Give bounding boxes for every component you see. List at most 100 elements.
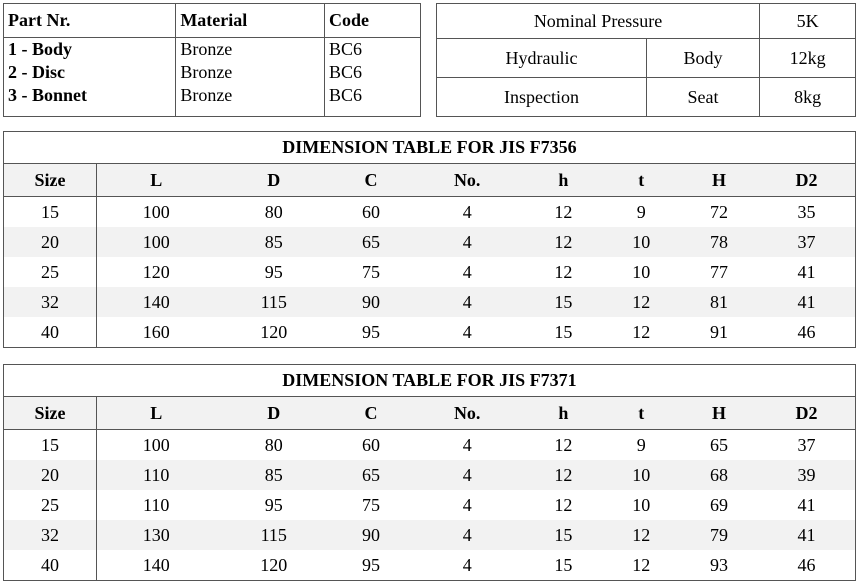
cell: 37 [757, 227, 856, 257]
header-row: Size L D C No. h t H D2 [3, 163, 856, 197]
cell: 110 [96, 460, 216, 490]
cell: 15 [554, 554, 573, 575]
row: 32 130 115 90 4 15 12 79 41 [3, 520, 856, 550]
cell: 12 [524, 460, 603, 490]
cell: 4 [409, 287, 525, 317]
cell: 20 [3, 460, 97, 490]
cell: 75 [362, 494, 381, 515]
header-cell: Size [3, 163, 97, 197]
cell: 93 [710, 554, 728, 575]
row: 32 140 115 90 4 15 12 81 41 [3, 287, 856, 317]
cell: 95 [264, 261, 283, 282]
cell: 100 [142, 201, 170, 222]
header-cell: D [215, 163, 333, 197]
cell: 79 [680, 520, 758, 550]
cell: 65 [332, 460, 410, 490]
cell: 25 [3, 257, 97, 287]
cell: 41 [757, 520, 856, 550]
part: 2 - Disc [8, 62, 65, 82]
cell: 12 [554, 201, 573, 222]
cell: 65 [332, 227, 410, 257]
cell: 77 [710, 261, 728, 282]
code: BC6 [329, 62, 363, 82]
cell: 80 [264, 201, 283, 222]
code: BC6 [329, 85, 363, 105]
cell: 41 [757, 287, 856, 317]
cell: 9 [636, 201, 646, 222]
cell: 4 [409, 520, 525, 550]
cell: 10 [602, 227, 681, 257]
cell: 65 [710, 434, 728, 455]
header-cell: C [332, 163, 410, 197]
cell: 60 [362, 434, 381, 455]
cell: 120 [260, 321, 288, 342]
cell: Body [645, 38, 761, 78]
cell: 12kg [759, 38, 856, 78]
header-row: Size L D C No. h t H D2 [3, 396, 856, 430]
row: 20 110 85 65 4 12 10 68 39 [3, 460, 856, 490]
header-cell: t [602, 396, 681, 430]
cell: 39 [757, 460, 856, 490]
row: 25 110 95 75 4 12 10 69 41 [3, 490, 856, 520]
row: 40 160 120 95 4 15 12 91 46 [3, 317, 856, 348]
cell: 4 [462, 494, 472, 515]
cell: 78 [680, 227, 758, 257]
header-cell: h [524, 163, 603, 197]
cell: 12 [554, 261, 573, 282]
cell: 81 [680, 287, 758, 317]
cell: 32 [3, 520, 97, 550]
cell: 15 [3, 196, 97, 227]
row: 40 140 120 95 4 15 12 93 46 [3, 550, 856, 581]
cell: 46 [797, 321, 816, 342]
cell: 35 [797, 201, 816, 222]
cell: 15 [554, 321, 573, 342]
cell: 68 [680, 460, 758, 490]
dimension-table: DIMENSION TABLE FOR JIS F7356 Size L D C No. h… [3, 131, 856, 348]
header-cell: Code [324, 3, 421, 38]
cell: Hydraulic [436, 38, 647, 78]
material: Bronze [180, 85, 233, 105]
material: Bronze [180, 62, 233, 82]
header-cell: L [96, 163, 216, 197]
cell: 85 [215, 227, 333, 257]
cell: 120 [142, 261, 170, 282]
header-cell: h [524, 396, 603, 430]
header-cell: Material [175, 3, 326, 38]
header-cell: H [680, 163, 758, 197]
header-cell: t [602, 163, 681, 197]
table-title: DIMENSION TABLE FOR JIS F7371 [3, 364, 856, 397]
cell: 25 [3, 490, 97, 520]
cell: 15 [524, 287, 603, 317]
cell: 72 [710, 201, 728, 222]
cell: 12 [602, 287, 681, 317]
cell: 37 [797, 434, 816, 455]
cell: 130 [96, 520, 216, 550]
cell: 10 [632, 494, 651, 515]
cell: 100 [96, 227, 216, 257]
part: 1 - Body [8, 39, 73, 59]
cell: 15 [3, 429, 97, 460]
cell: 12 [602, 520, 681, 550]
part: 3 - Bonnet [8, 85, 88, 105]
cell: 115 [215, 520, 333, 550]
cell: Nominal Pressure [435, 3, 761, 39]
header-cell: No. [409, 396, 525, 430]
code: BC6 [329, 39, 363, 59]
cell: 4 [462, 434, 472, 455]
cell: 40 [3, 550, 97, 581]
parts-table: Part Nr. Material Code 1 - Body 2 - Disc 3… [2, 3, 421, 117]
cell: 15 [524, 520, 603, 550]
cell: 95 [264, 494, 283, 515]
cell: 120 [260, 554, 288, 575]
cell: 85 [215, 460, 333, 490]
cell: 12 [554, 494, 573, 515]
table-title: DIMENSION TABLE FOR JIS F7356 [3, 131, 856, 164]
header-cell: Size [3, 396, 97, 430]
cell: 4 [462, 201, 472, 222]
cell: 90 [332, 287, 410, 317]
cell: 41 [797, 494, 816, 515]
cell: 8kg [759, 77, 856, 117]
cell: 4 [462, 261, 472, 282]
header-cell: Part Nr. [2, 3, 177, 38]
material: Bronze [180, 39, 233, 59]
